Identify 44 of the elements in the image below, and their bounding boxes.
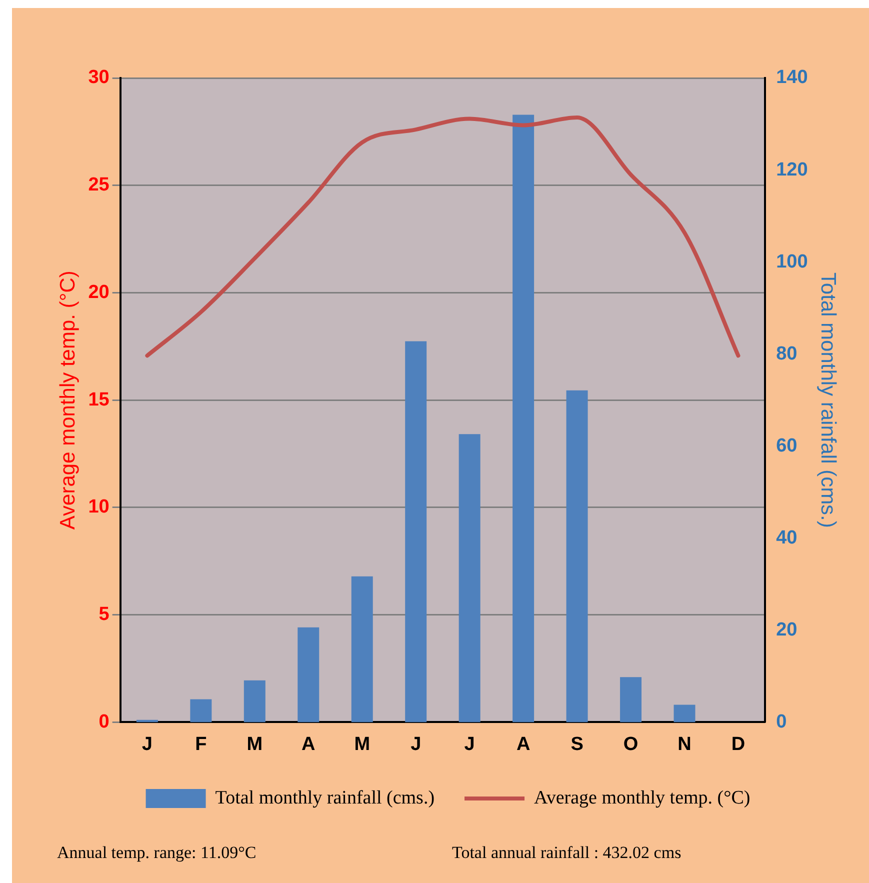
x-tick-label: S bbox=[570, 734, 584, 755]
bar bbox=[512, 114, 534, 722]
x-tick-label: M bbox=[246, 734, 263, 755]
y2-tick-label: 60 bbox=[776, 435, 798, 456]
y2-tick-label: 20 bbox=[776, 619, 798, 640]
x-tick-label: O bbox=[623, 734, 638, 755]
legend-label: Total monthly rainfall (cms.) bbox=[215, 787, 435, 808]
x-tick-label: N bbox=[678, 734, 692, 755]
y2-tick-label: 40 bbox=[776, 527, 798, 548]
y-tick-label: 0 bbox=[98, 711, 110, 732]
y-tick-label: 20 bbox=[88, 282, 110, 303]
y-tick-label: 25 bbox=[88, 174, 110, 196]
bar bbox=[351, 576, 373, 722]
bar bbox=[190, 699, 212, 722]
text: Total annual rainfall : 432.02 cms bbox=[452, 843, 682, 863]
y2-tick-label: 80 bbox=[776, 343, 798, 364]
x-tick-label: J bbox=[142, 734, 152, 755]
y2-tick-label: 140 bbox=[776, 67, 808, 88]
x-tick-label: M bbox=[354, 734, 370, 755]
bar bbox=[405, 341, 427, 722]
bar bbox=[458, 434, 480, 722]
x-tick-label: J bbox=[464, 734, 475, 755]
y2-tick-label: 120 bbox=[776, 159, 808, 180]
text: Annual temp. range: 11.09°C bbox=[57, 843, 256, 863]
y-tick-label: 30 bbox=[88, 67, 110, 88]
x-tick-label: A bbox=[302, 734, 316, 755]
bar bbox=[244, 680, 266, 722]
x-tick-label: D bbox=[731, 734, 746, 755]
x-tick-label: J bbox=[410, 734, 422, 755]
y-axis-title: Average monthly temp. (°C) bbox=[56, 270, 80, 530]
y-tick-label: 10 bbox=[88, 496, 110, 518]
line-series bbox=[145, 116, 740, 358]
bar bbox=[620, 677, 642, 722]
y-tick-label: 15 bbox=[88, 389, 110, 410]
x-tick-label: F bbox=[195, 734, 207, 755]
bar bbox=[566, 390, 588, 722]
legend-label: Average monthly temp. (°C) bbox=[534, 787, 750, 808]
bar bbox=[674, 704, 696, 722]
x-tick-label: A bbox=[516, 734, 530, 755]
y2-tick-label: 0 bbox=[776, 711, 787, 732]
bar bbox=[298, 627, 320, 722]
y-tick-label: 5 bbox=[98, 604, 110, 626]
y2-tick-label: 100 bbox=[776, 251, 808, 272]
y2-axis-title: Total monthly rainfall (cms.) bbox=[816, 272, 840, 528]
